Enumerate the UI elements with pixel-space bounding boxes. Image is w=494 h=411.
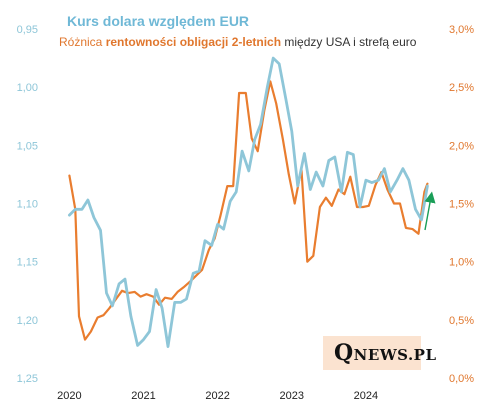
right-tick-label: 0,0%: [449, 373, 474, 385]
right-tick-label: 1,0%: [449, 257, 474, 269]
x-tick-label: 2024: [354, 390, 378, 402]
left-tick-label: 1,15: [17, 257, 38, 269]
x-axis-ticks: 2020 2021 2022 2023 2024: [57, 390, 378, 402]
right-axis-ticks: 0,0% 0,5% 1,0% 1,5% 2,0% 2,5% 3,0%: [449, 24, 474, 385]
left-tick-label: 0,95: [17, 24, 38, 36]
left-tick-label: 1,10: [17, 199, 38, 211]
left-tick-label: 1,05: [17, 140, 38, 152]
right-tick-label: 1,5%: [449, 199, 474, 211]
left-tick-label: 1,00: [17, 82, 38, 94]
yield-spread-line: [68, 80, 429, 341]
x-tick-label: 2021: [131, 390, 155, 402]
logo-background: [323, 336, 421, 370]
green-arrow: [424, 191, 436, 231]
eur-usd-line: [68, 56, 429, 349]
right-tick-label: 2,5%: [449, 82, 474, 94]
left-tick-label: 1,25: [17, 373, 38, 385]
x-tick-label: 2023: [280, 390, 304, 402]
series-lines: [68, 56, 429, 349]
right-tick-label: 3,0%: [449, 24, 474, 36]
left-axis-ticks: 0,95 1,00 1,05 1,10 1,15 1,20 1,25: [17, 24, 38, 385]
right-tick-label: 2,0%: [449, 140, 474, 152]
chart-title: Kurs dolara względem EUR: [67, 13, 249, 29]
left-tick-label: 1,20: [17, 315, 38, 327]
chart-subtitle: Różnica rentowności obligacji 2-letnich …: [59, 35, 417, 49]
x-tick-label: 2020: [57, 390, 81, 402]
annotation-arrow: [424, 191, 436, 231]
x-tick-label: 2022: [205, 390, 229, 402]
qnews-logo: QNEWS.PL: [334, 340, 437, 366]
right-tick-label: 0,5%: [449, 315, 474, 327]
